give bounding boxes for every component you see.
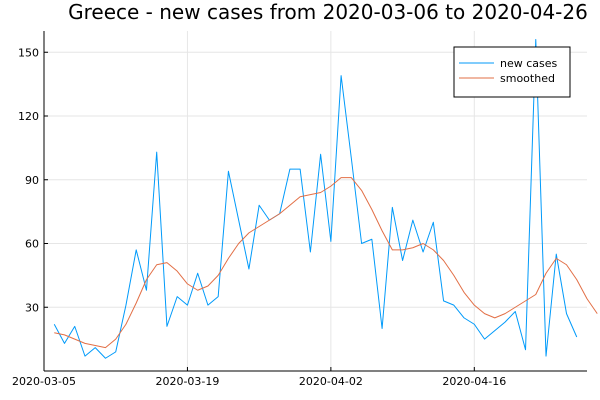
- y-tick-label: 150: [18, 46, 39, 59]
- x-tick-label: 2020-03-05: [12, 375, 76, 388]
- new-cases-line: [53, 39, 578, 359]
- legend-entry: new cases: [500, 57, 558, 70]
- legend: new cases smoothed: [453, 46, 571, 98]
- x-tick-label: 2020-04-02: [299, 375, 363, 388]
- y-tick-label: 90: [25, 174, 39, 187]
- chart-title: Greece - new cases from 2020-03-06 to 20…: [68, 0, 588, 24]
- axes: 30 60 90 120 150 2020-03-05 2020-03-19 2020-04-…: [12, 31, 587, 388]
- series-lines: [53, 39, 598, 359]
- y-tick-label: 30: [25, 301, 39, 314]
- x-tick-label: 2020-03-19: [155, 375, 219, 388]
- y-tick-label: 60: [25, 238, 39, 251]
- legend-box: [453, 46, 571, 98]
- legend-entry: smoothed: [500, 72, 555, 85]
- x-tick-label: 2020-04-16: [442, 375, 506, 388]
- smoothed-line: [54, 177, 598, 349]
- y-tick-label: 120: [18, 110, 39, 123]
